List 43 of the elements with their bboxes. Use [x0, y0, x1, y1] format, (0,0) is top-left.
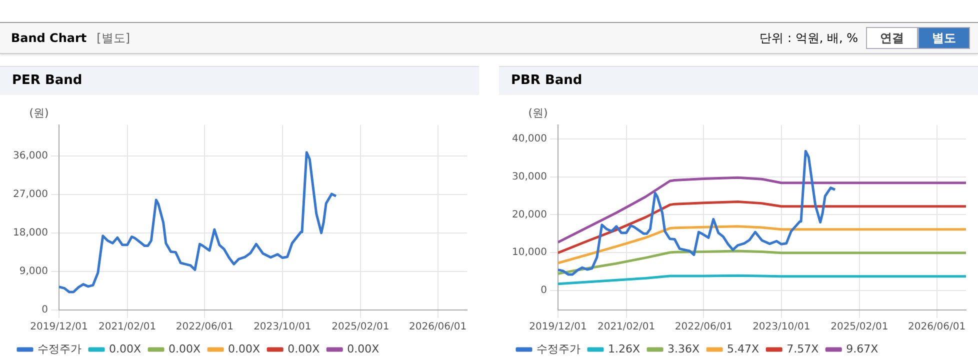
- y-tick-label: 36,000: [12, 150, 48, 162]
- legend-label: 수정주가: [38, 342, 82, 356]
- text: 별도: [918, 27, 970, 49]
- x-tick-label: 2026/06/01: [408, 322, 467, 333]
- x-tick-label: 2019/12/01: [30, 322, 88, 333]
- legend-label: 9.67X: [846, 342, 879, 356]
- legend-label: 0.00X: [109, 342, 142, 356]
- y-tick-label: 20,000: [512, 209, 547, 220]
- x-tick-label: 2023/10/01: [752, 322, 810, 333]
- y-axis-title: (원): [29, 106, 49, 120]
- text: 단위 : 억원, 배, %: [760, 30, 858, 46]
- x-tick-label: 2025/02/01: [332, 322, 390, 333]
- x-tick-label: 2019/12/01: [529, 322, 587, 333]
- legend-label: 0.00X: [347, 342, 380, 356]
- x-tick-label: 2022/06/01: [674, 322, 732, 333]
- legend-label: 1.26X: [608, 342, 640, 356]
- y-tick-label: 30,000: [512, 171, 547, 182]
- x-tick-label: 2023/10/01: [254, 322, 312, 333]
- text: [별도]: [96, 30, 130, 46]
- y-tick-label: 0: [42, 304, 48, 316]
- x-tick-label: 2026/06/01: [908, 322, 966, 333]
- chart-title: PBR Band: [499, 66, 978, 95]
- y-tick-label: 18,000: [12, 228, 48, 239]
- legend-label: 5.47X: [727, 342, 760, 356]
- legend-label: 3.36X: [668, 342, 700, 356]
- x-tick-label: 2025/02/01: [830, 322, 888, 333]
- chart-title: PER Band: [0, 66, 479, 95]
- legend-label: 7.57X: [786, 342, 820, 356]
- x-tick-label: 2021/02/01: [98, 322, 156, 333]
- legend-label: 0.00X: [228, 342, 261, 356]
- legend-label: 수정주가: [536, 342, 580, 356]
- y-axis-title: (원): [528, 106, 548, 120]
- x-tick-label: 2021/02/01: [597, 322, 656, 333]
- legend-label: 0.00X: [288, 342, 320, 356]
- text: 연결: [866, 27, 918, 49]
- y-tick-label: 0: [540, 284, 547, 296]
- y-tick-label: 9,000: [19, 266, 48, 278]
- text: Band Chart: [11, 31, 87, 45]
- y-tick-label: 27,000: [12, 188, 48, 200]
- legend-label: 0.00X: [168, 342, 202, 356]
- y-tick-label: 40,000: [512, 134, 547, 145]
- y-tick-label: 10,000: [512, 247, 547, 258]
- x-tick-label: 2022/06/01: [176, 322, 234, 333]
